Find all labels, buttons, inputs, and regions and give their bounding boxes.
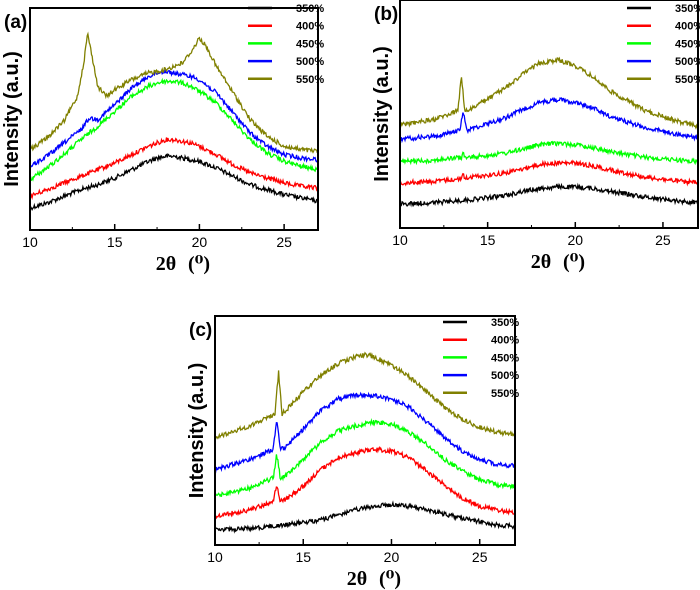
legend-label: 350%: [296, 3, 324, 15]
y-axis-label: Intensity (a.u.): [1, 51, 23, 187]
x-axis-label: 2θ: [531, 251, 551, 273]
x-tick-label: 25: [655, 232, 671, 248]
x-tick-label: 25: [472, 549, 488, 565]
legend-label: 500%: [296, 56, 324, 68]
series-line-550pct: [399, 56, 699, 130]
series-lines: [29, 31, 319, 212]
series-line-500pct: [29, 68, 319, 169]
series-line-450pct: [214, 418, 516, 498]
legend-label: 550%: [491, 388, 519, 400]
legend: 350% 400% 450% 500% 550%: [443, 317, 519, 400]
legend-label: 500%: [491, 370, 519, 382]
series-line-350pct: [214, 500, 515, 534]
legend-label: 400%: [675, 21, 700, 33]
legend-label: 400%: [491, 335, 519, 347]
x-tick-label: 10: [207, 549, 223, 565]
panel-a: 10 15 20 25 2θ (⁰) Intensity (a.u.) (a) 350% 400%…: [1, 3, 324, 275]
y-axis-label: Intensity (a.u.): [371, 46, 393, 182]
panel-b: 10 15 20 25 2θ (⁰) Intensity (a.u.) (b) 350% 400%…: [371, 0, 700, 273]
x-axis-unit: (⁰): [379, 568, 401, 590]
x-tick-label: 10: [392, 232, 408, 248]
legend-label: 450%: [296, 38, 324, 50]
legend-label: 400%: [296, 21, 324, 33]
x-axis-unit: (⁰): [188, 253, 210, 275]
legend-label: 550%: [675, 74, 700, 86]
x-axis-unit: (⁰): [563, 251, 585, 273]
series-line-350pct: [399, 182, 699, 208]
series-line-550pct: [214, 351, 516, 440]
legend-label: 450%: [491, 352, 519, 364]
x-axis-label: 2θ: [347, 568, 367, 590]
y-axis-label: Intensity (a.u.): [186, 363, 208, 499]
series-line-400pct: [399, 159, 699, 187]
x-tick-label: 10: [22, 234, 38, 250]
legend-label: 500%: [675, 56, 700, 68]
legend-label: 550%: [296, 74, 324, 86]
x-tick-label: 25: [276, 234, 292, 250]
x-tick-label: 15: [107, 234, 123, 250]
series-lines: [399, 56, 699, 208]
series-lines: [214, 351, 516, 534]
legend: 350% 400% 450% 500% 550%: [248, 3, 324, 86]
plot-frame: [399, 0, 699, 229]
x-tick-label: 20: [384, 549, 400, 565]
x-tick-label: 20: [192, 234, 208, 250]
legend: 350% 400% 450% 500% 550%: [627, 3, 700, 86]
legend-label: 350%: [675, 3, 700, 15]
plot-frame: [214, 315, 516, 546]
x-axis-label: 2θ: [156, 253, 176, 275]
legend-label: 350%: [491, 317, 519, 329]
series-line-450pct: [399, 140, 699, 166]
x-tick-label: 15: [480, 232, 496, 248]
series-line-500pct: [214, 391, 516, 474]
series-line-550pct: [29, 31, 319, 154]
panel-label: (c): [189, 320, 212, 341]
series-line-500pct: [399, 96, 699, 144]
series-line-450pct: [29, 77, 319, 182]
x-tick-label: 20: [568, 232, 584, 248]
plot-frame: [29, 7, 319, 231]
legend-label: 450%: [675, 38, 700, 50]
panel-c: 10 15 20 25 2θ (⁰) Intensity (a.u.) (c) 350% 400%…: [186, 315, 519, 590]
series-line-350pct: [29, 153, 319, 212]
panel-label: (a): [4, 12, 27, 33]
panel-label: (b): [374, 4, 398, 25]
series-line-400pct: [29, 137, 319, 201]
series-line-400pct: [214, 446, 516, 520]
x-tick-label: 15: [295, 549, 311, 565]
